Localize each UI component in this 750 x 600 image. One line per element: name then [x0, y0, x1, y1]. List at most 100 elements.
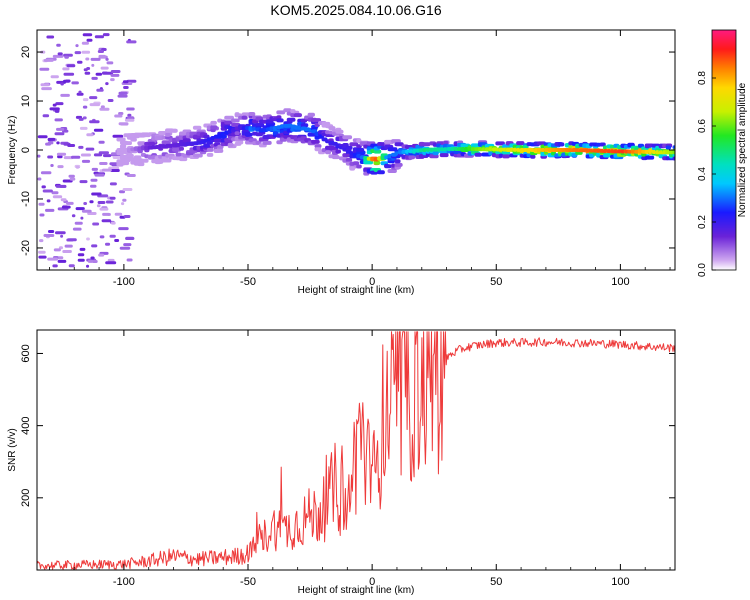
spectrogram-cell [99, 107, 110, 111]
spectrogram-ytick-label: 20 [20, 46, 32, 58]
spectrogram-cell [224, 120, 233, 125]
spectrogram-cell [67, 238, 77, 242]
spectrogram-cell [114, 239, 120, 242]
spectrogram-ylabel: Frequency (Hz) [7, 116, 18, 185]
spectrogram-cell [96, 204, 101, 208]
spectrogram-cell [245, 132, 251, 136]
spectrogram-cell [384, 164, 392, 169]
spectrogram-cell [124, 118, 135, 122]
spectrogram-cell [90, 57, 101, 61]
spectrogram-cell [335, 129, 344, 134]
spectrogram-cell [241, 115, 248, 120]
snr-panel: -100 -50 0 50 100 200 400 600 Height of straigh… [7, 329, 676, 596]
spectrogram-xtick-label: 100 [611, 276, 629, 288]
spectrogram-cell [75, 44, 79, 48]
spectrogram-cell [66, 201, 74, 205]
spectrogram-cell [116, 137, 126, 142]
spectrogram-cell [82, 33, 93, 37]
spectrogram-cell [79, 247, 86, 251]
spectrogram-cell [54, 132, 65, 136]
colorbar: 0.0 0.2 0.4 0.6 0.8 Normalized spectral ampl… [697, 29, 748, 277]
colorbar-tick-label: 0.8 [697, 71, 708, 85]
spectrogram-cell [121, 202, 125, 206]
spectrogram-cell [114, 212, 123, 216]
spectrogram-cell [42, 114, 50, 118]
spectrogram-cell [140, 158, 149, 163]
spectrogram-cell [119, 161, 126, 166]
spectrogram-cell [100, 66, 109, 70]
spectrogram-cell [61, 205, 71, 209]
spectrogram-xtick-label: 0 [369, 276, 375, 288]
spectrogram-cell [52, 195, 63, 199]
spectrogram-cell [37, 177, 42, 181]
spectrogram-cell [311, 139, 320, 144]
spectrogram-cell [110, 78, 115, 82]
spectrogram-cell [77, 258, 85, 262]
spectrogram-cell [165, 132, 171, 137]
snr-xtick-label: 0 [369, 576, 375, 588]
spectrogram-cell [76, 92, 84, 96]
spectrogram-cell [373, 149, 382, 154]
colorbar-label: Normalized spectral amplitude [737, 82, 748, 217]
spectrogram-cell [300, 123, 309, 128]
spectrogram-cell [206, 152, 214, 157]
spectrogram-cell [41, 185, 46, 189]
colorbar-tick-label: 0.2 [697, 215, 708, 229]
spectrogram-cell [117, 94, 128, 98]
spectrogram-cell [91, 244, 98, 248]
spectrogram-cell [50, 75, 59, 79]
spectrogram-cell [54, 109, 60, 113]
spectrogram-cell [78, 117, 84, 121]
spectrogram-cell [665, 145, 672, 150]
spectrogram-cell [79, 126, 88, 130]
spectrogram-cell [55, 184, 67, 188]
colorbar-tick-label: 0.6 [697, 119, 708, 133]
spectrogram-cell [98, 140, 105, 144]
spectrogram-cell [86, 133, 94, 137]
spectrogram-cell [203, 143, 210, 148]
spectrogram-cell [101, 168, 112, 172]
spectrogram-cell [64, 244, 73, 248]
spectrogram-cell [63, 72, 75, 76]
spectrogram-xtick-label: -100 [113, 276, 135, 288]
spectrogram-cell [52, 103, 57, 107]
spectrogram-cell [119, 246, 131, 250]
spectrogram-cell [97, 50, 104, 53]
spectrogram-cell [75, 207, 85, 211]
snr-ytick-label: 400 [20, 416, 32, 434]
spectrogram-cell [56, 152, 67, 156]
spectrogram-cell [57, 155, 63, 159]
spectrogram-cell [122, 80, 129, 84]
snr-xtick-label: -50 [240, 576, 256, 588]
spectrogram-cell [161, 158, 172, 163]
spectrogram-cell [377, 170, 385, 175]
spectrogram-cell [37, 154, 41, 158]
spectrogram-cell [112, 156, 121, 159]
spectrogram-cell [502, 144, 511, 149]
spectrogram-cell [192, 153, 203, 158]
spectrogram-cell [89, 120, 100, 124]
spectrogram-cell [82, 116, 87, 120]
spectrogram-cell [57, 52, 63, 56]
spectrogram-cell [39, 213, 45, 217]
spectrogram-cell [93, 128, 104, 132]
spectrogram-cell [279, 137, 287, 142]
snr-axes: -100 -50 0 50 100 200 400 600 [20, 330, 675, 588]
spectrogram-cell [43, 58, 54, 62]
spectrogram-ytick-label: 10 [20, 95, 32, 107]
spectrogram-cell [349, 166, 356, 171]
spectrogram-cell [276, 118, 284, 123]
spectrogram-cell [39, 67, 50, 71]
spectrogram-cell [599, 142, 606, 147]
spectrogram-cell [72, 227, 82, 231]
spectrogram-cell [60, 234, 64, 238]
spectrogram-cell [56, 127, 65, 131]
snr-xtick-label: -100 [113, 576, 135, 588]
spectrogram-cell [158, 131, 167, 135]
spectrogram-cell [55, 102, 64, 106]
spectrogram-cell [119, 190, 125, 194]
spectrogram-ytick-label: 0 [20, 147, 32, 153]
spectrogram-cell [38, 202, 45, 206]
